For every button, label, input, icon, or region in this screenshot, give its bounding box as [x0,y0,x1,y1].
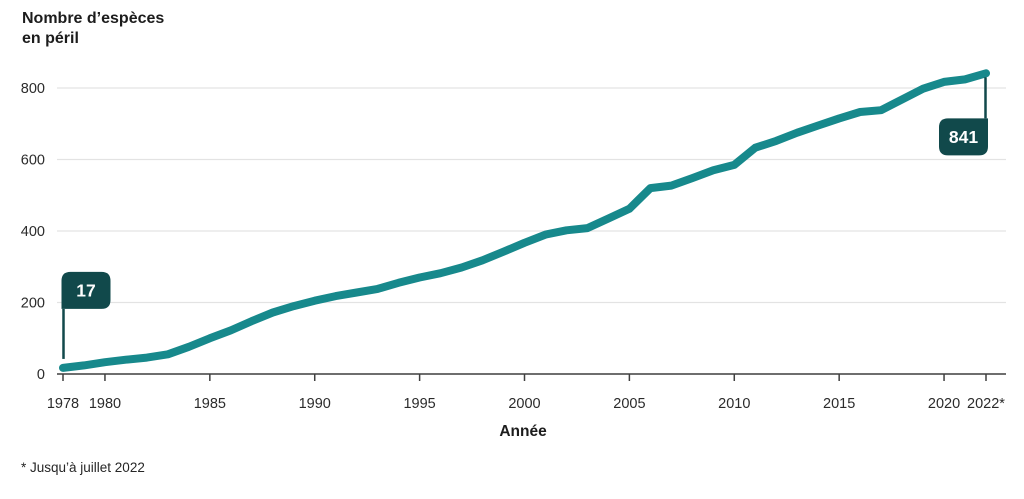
y-tick-label: 0 [37,367,45,383]
chart-title-line2: en péril [22,30,79,47]
x-tick-label: 2020 [928,396,960,412]
x-tick-label: 2005 [613,396,645,412]
y-tick-label: 400 [21,224,45,240]
callout-box [61,271,111,309]
callout-value: 841 [949,127,978,147]
chart-title: Nombre d’espèces en péril [22,9,164,49]
x-tick-label: 2000 [508,396,540,412]
y-tick-label: 200 [21,296,45,312]
x-tick-label: 1978 [47,396,79,412]
series-line [59,69,990,372]
callout-value: 17 [76,280,95,300]
x-tick-label: 1990 [299,396,331,412]
footnote: * Jusqu’à juillet 2022 [21,460,145,475]
x-tick-label: 2010 [718,396,750,412]
callout-box [939,118,988,156]
y-tick-label: 600 [21,153,45,169]
x-tick-label: 1985 [194,396,226,412]
chart-title-line1: Nombre d’espèces [22,10,165,27]
y-tick-label: 800 [21,81,45,97]
x-tick-label: 1980 [89,396,121,412]
x-tick-label: 2022* [967,396,1005,412]
x-axis-title: Année [499,423,547,440]
x-tick-label: 2015 [823,396,855,412]
x-tick-label: 1995 [403,396,435,412]
